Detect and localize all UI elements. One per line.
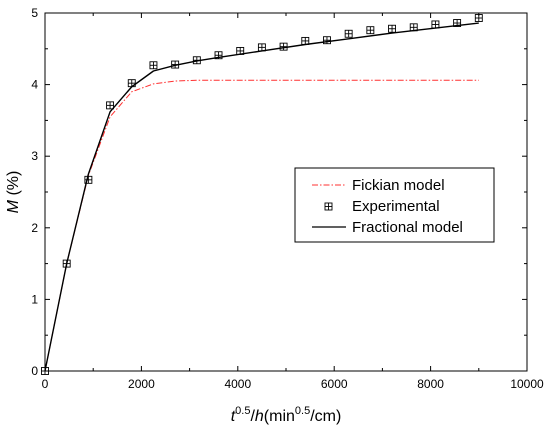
- experimental-point: [214, 51, 223, 60]
- experimental-point: [453, 19, 462, 27]
- y-tick-label: 0: [31, 364, 38, 378]
- y-tick-label: 2: [31, 221, 38, 235]
- x-axis-title-t-exponent: 0.5: [235, 405, 250, 417]
- x-tick-label: 8000: [417, 377, 444, 391]
- axis-ticks: 0 2000 4000 6000 8000 10000 0 1 2 3 4 5: [31, 6, 544, 391]
- legend-experimental-swatch: [324, 202, 333, 211]
- fractional-model-line: [44, 22, 479, 372]
- legend-fractional-label: Fractional model: [352, 219, 463, 236]
- y-axis-title-symbol: M: [5, 199, 22, 213]
- experimental-point: [301, 36, 310, 45]
- experimental-point: [388, 24, 396, 33]
- x-tick-label: 0: [42, 377, 49, 391]
- experimental-point: [474, 14, 483, 22]
- fickian-model-line: [44, 79, 479, 372]
- experimental-point: [431, 20, 440, 29]
- x-axis-title: t0.5/h(min0.5/cm): [231, 405, 342, 425]
- x-tick-label: 6000: [321, 377, 348, 391]
- x-axis-title-slash: /: [250, 408, 255, 425]
- experimental-point: [257, 43, 266, 52]
- x-axis-title-h: h: [255, 408, 264, 425]
- legend-fickian-label: Fickian model: [352, 177, 445, 194]
- experimental-point: [279, 42, 288, 51]
- legend-experimental-label: Experimental: [352, 198, 440, 215]
- legend-box: [294, 167, 495, 243]
- x-axis-title-unit-open: (min: [264, 408, 295, 425]
- x-tick-label: 10000: [510, 377, 544, 391]
- y-tick-label: 3: [31, 149, 38, 163]
- experimental-point: [149, 61, 158, 70]
- experimental-point: [323, 36, 331, 45]
- y-axis-title-unit: (%): [5, 171, 22, 200]
- x-axis-title-unit-close: /cm): [310, 408, 341, 425]
- series-layer: [41, 14, 483, 375]
- x-tick-label: 4000: [224, 377, 251, 391]
- y-axis-title: M (%): [5, 171, 22, 214]
- experimental-markers: [41, 14, 483, 375]
- y-tick-label: 1: [31, 292, 38, 306]
- x-axis-title-t: t: [231, 408, 236, 425]
- x-axis-title-unit-exponent: 0.5: [295, 405, 310, 417]
- experimental-point: [366, 26, 375, 35]
- y-tick-label: 4: [31, 78, 38, 92]
- experimental-point: [344, 29, 353, 38]
- x-tick-label: 2000: [128, 377, 155, 391]
- experimental-point: [106, 101, 115, 110]
- legend: Fickian model Experimental Fractional mo…: [294, 167, 495, 243]
- y-tick-label: 5: [31, 6, 38, 20]
